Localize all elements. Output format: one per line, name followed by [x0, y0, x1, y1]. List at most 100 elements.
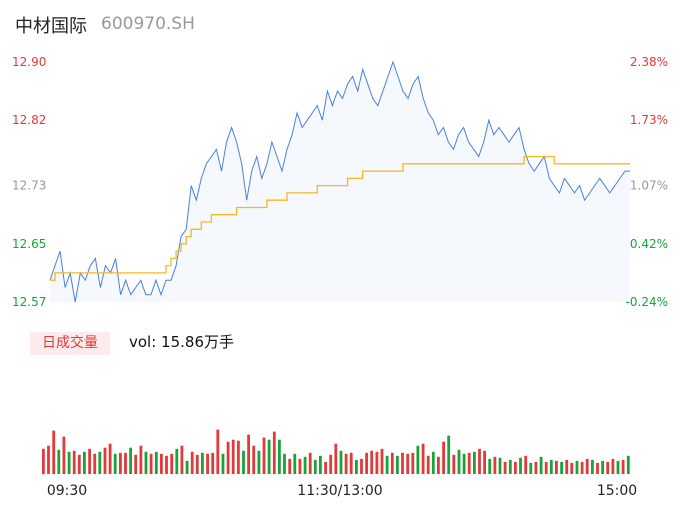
volume-bar: [493, 456, 497, 474]
volume-bar: [478, 448, 481, 475]
volume-bar: [226, 441, 230, 474]
volume-bar: [467, 452, 471, 474]
volume-bar: [544, 461, 548, 474]
volume-bar: [93, 453, 97, 474]
volume-bar: [339, 450, 343, 474]
volume-bar: [555, 460, 558, 474]
y-left-tick-label: 12.65: [12, 237, 46, 251]
volume-bar: [108, 443, 112, 474]
volume-bar: [344, 453, 348, 474]
volume-bar: [426, 455, 430, 474]
volume-bar: [144, 451, 148, 474]
volume-bar: [616, 460, 620, 474]
volume-bar: [257, 450, 261, 474]
volume-bar: [457, 449, 461, 474]
volume-bar: [283, 453, 286, 474]
volume-tab[interactable]: 日成交量: [30, 332, 110, 355]
volume-bar: [401, 452, 404, 474]
volume-bar: [165, 455, 168, 474]
volume-bar: [452, 454, 456, 474]
volume-bar: [626, 455, 630, 474]
volume-bar: [98, 451, 102, 474]
price-area-fill: [50, 62, 630, 302]
volume-readout: vol: 15.86万手: [129, 333, 234, 351]
volume-bar: [503, 461, 507, 474]
y-right-tick-label: 0.42%: [630, 237, 668, 251]
volume-bar: [308, 452, 312, 474]
volume-bar: [324, 461, 327, 474]
volume-bar: [231, 439, 235, 474]
price-line: [49, 60, 630, 303]
volume-bar: [329, 454, 333, 474]
volume-bar: [447, 435, 451, 474]
volume-bar: [488, 458, 492, 474]
volume-bar: [355, 459, 358, 474]
volume-bar: [113, 453, 117, 474]
volume-bar: [267, 439, 271, 474]
volume-bar: [293, 453, 297, 474]
volume-bar: [103, 447, 107, 474]
volume-bar: [303, 456, 307, 474]
volume-bar: [416, 445, 420, 474]
volume-bar: [83, 451, 86, 474]
x-tick-label: 15:00: [597, 483, 637, 499]
volume-bar: [498, 457, 502, 474]
volume-bar: [216, 429, 220, 474]
y-left-tick-label: 12.57: [12, 295, 46, 309]
volume-bar: [580, 461, 584, 474]
volume-bar: [560, 461, 563, 474]
stock-name: 中材国际: [15, 16, 87, 37]
y-left-tick-label: 12.73: [12, 179, 46, 193]
volume-bar: [483, 450, 486, 474]
volume-bar: [139, 445, 143, 474]
volume-bar: [375, 451, 379, 474]
volume-bar: [313, 459, 317, 474]
volume-bar: [524, 455, 528, 474]
volume-bar: [319, 455, 322, 474]
volume-bar: [585, 458, 589, 474]
volume-bar: [67, 451, 71, 474]
x-tick-label: 09:30: [47, 483, 87, 499]
volume-bar: [421, 443, 425, 474]
volume-bar: [160, 453, 163, 474]
volume-bar: [539, 456, 543, 474]
volume-bar: [385, 455, 389, 474]
volume-bar: [473, 451, 476, 474]
volume-bar: [591, 459, 594, 474]
volume-bar: [149, 453, 153, 474]
volume-bar: [370, 450, 374, 474]
volume-bar: [190, 451, 194, 474]
volume-bar: [175, 448, 179, 475]
volume-bar: [431, 451, 435, 474]
volume-bar: [221, 453, 225, 474]
volume-bar: [129, 447, 132, 474]
volume-bar: [508, 459, 512, 474]
volume-bar: [611, 458, 615, 474]
volume-bar: [334, 443, 338, 474]
volume-bar: [206, 453, 209, 474]
volume-bar: [437, 456, 440, 474]
y-left-tick-label: 12.90: [12, 55, 46, 69]
y-right-tick-label: 2.38%: [630, 55, 668, 69]
volume-bar: [570, 462, 574, 474]
volume-bar: [349, 452, 353, 474]
average-price-line: [50, 155, 630, 281]
volume-bar: [621, 459, 625, 474]
volume-bar: [237, 440, 240, 474]
volume-bar: [606, 461, 610, 474]
volume-bar: [52, 430, 56, 474]
volume-bar: [57, 449, 61, 474]
y-right-tick-label: 1.07%: [630, 179, 668, 193]
volume-bar: [272, 431, 276, 474]
volume-bar: [529, 462, 533, 474]
volume-bar: [72, 450, 76, 474]
volume-bar: [154, 451, 158, 474]
volume-bar: [278, 439, 281, 474]
volume-bar: [242, 450, 245, 474]
volume-bar: [396, 455, 399, 474]
volume-bar: [596, 462, 599, 474]
volume-bar: [185, 460, 189, 474]
volume-bar: [180, 445, 184, 474]
